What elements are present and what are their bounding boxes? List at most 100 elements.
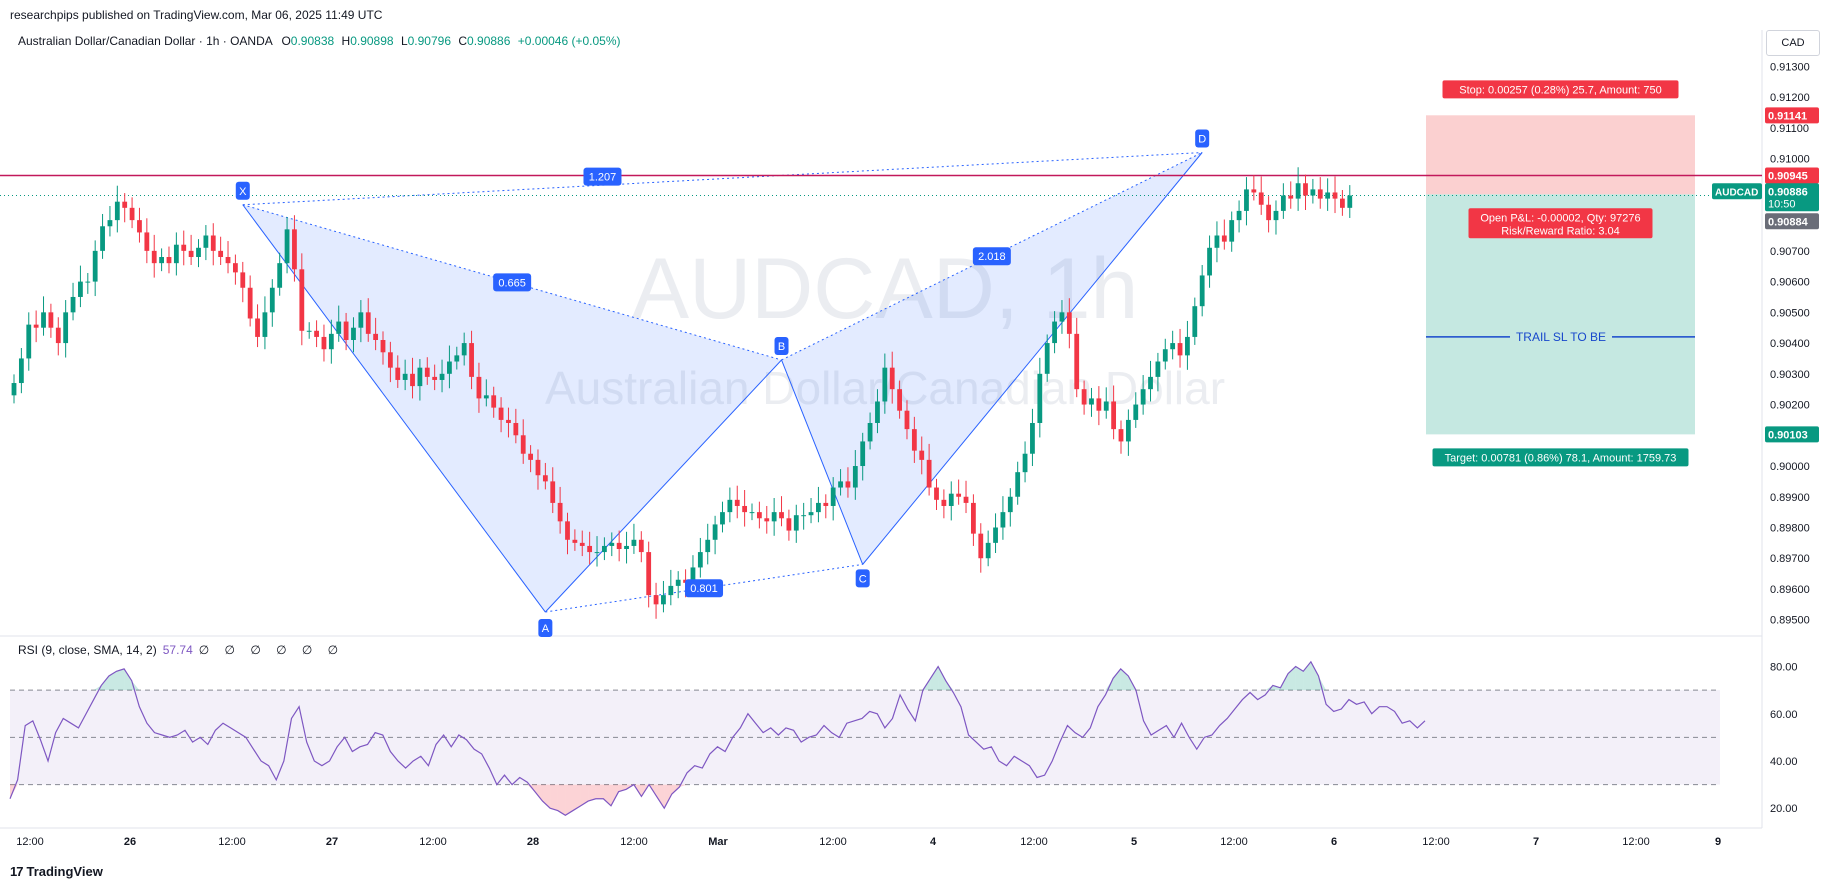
candle-body[interactable] bbox=[904, 410, 910, 430]
candle-body[interactable] bbox=[565, 521, 570, 540]
candle-body[interactable] bbox=[114, 201, 120, 221]
candle-body[interactable] bbox=[262, 312, 268, 337]
candle-body[interactable] bbox=[85, 281, 91, 283]
candle-body[interactable] bbox=[971, 502, 976, 534]
candle-body[interactable] bbox=[602, 545, 607, 553]
candle-body[interactable] bbox=[151, 250, 157, 264]
candle-body[interactable] bbox=[705, 539, 711, 553]
candle-body[interactable] bbox=[1317, 189, 1323, 199]
last-price-tag[interactable] bbox=[1765, 183, 1819, 212]
candle-body[interactable] bbox=[1295, 183, 1301, 199]
candle-body[interactable] bbox=[166, 257, 172, 264]
candle-body[interactable] bbox=[343, 321, 349, 340]
candle-body[interactable] bbox=[314, 330, 319, 337]
ratio-badge[interactable] bbox=[972, 247, 1011, 266]
candle-body[interactable] bbox=[1118, 429, 1124, 442]
rsi-axis[interactable]: 80.00 60.00 40.00 20.00 bbox=[1770, 662, 1798, 816]
candle-body[interactable] bbox=[882, 367, 888, 402]
candle-body[interactable] bbox=[808, 512, 814, 516]
candle-body[interactable] bbox=[1059, 312, 1065, 322]
candle-body[interactable] bbox=[838, 481, 843, 488]
candle-body[interactable] bbox=[661, 595, 666, 605]
candle-body[interactable] bbox=[535, 459, 541, 476]
candle-body[interactable] bbox=[1303, 183, 1308, 196]
candle-body[interactable] bbox=[11, 383, 17, 396]
candle-body[interactable] bbox=[365, 312, 371, 334]
candle-body[interactable] bbox=[911, 429, 917, 451]
pattern-point-marker[interactable] bbox=[235, 181, 250, 200]
candle-body[interactable] bbox=[1325, 192, 1331, 199]
candle-body[interactable] bbox=[424, 367, 430, 377]
candle-body[interactable] bbox=[1340, 198, 1345, 208]
candle-body[interactable] bbox=[218, 250, 224, 258]
candle-body[interactable] bbox=[1170, 343, 1176, 350]
target-info-box[interactable] bbox=[1432, 448, 1689, 467]
candle-body[interactable] bbox=[410, 373, 415, 387]
candle-body[interactable] bbox=[934, 487, 939, 500]
candle-body[interactable] bbox=[579, 542, 585, 546]
candle-body[interactable] bbox=[439, 373, 445, 380]
candle-body[interactable] bbox=[993, 527, 998, 543]
candle-body[interactable] bbox=[1199, 275, 1205, 307]
candle-body[interactable] bbox=[941, 499, 947, 506]
candle-body[interactable] bbox=[1177, 343, 1183, 356]
candle-body[interactable] bbox=[646, 552, 652, 596]
candle-body[interactable] bbox=[210, 235, 216, 251]
candle-body[interactable] bbox=[978, 533, 984, 559]
candle-body[interactable] bbox=[1185, 336, 1190, 356]
candle-body[interactable] bbox=[520, 435, 526, 454]
candle-body[interactable] bbox=[1214, 235, 1220, 248]
candle-body[interactable] bbox=[306, 330, 312, 332]
candle-body[interactable] bbox=[830, 487, 836, 506]
candle-body[interactable] bbox=[277, 263, 283, 288]
candle-body[interactable] bbox=[173, 244, 179, 264]
candle-body[interactable] bbox=[793, 515, 799, 531]
candle-body[interactable] bbox=[402, 373, 408, 380]
candle-body[interactable] bbox=[1258, 192, 1264, 205]
candle-body[interactable] bbox=[1066, 312, 1072, 334]
candle-body[interactable] bbox=[181, 244, 187, 251]
candle-body[interactable] bbox=[196, 247, 201, 258]
ratio-badge[interactable] bbox=[583, 167, 622, 186]
candle-body[interactable] bbox=[284, 229, 290, 264]
candle-body[interactable] bbox=[1155, 361, 1161, 377]
candle-body[interactable] bbox=[1244, 189, 1249, 211]
candle-body[interactable] bbox=[137, 220, 142, 233]
candle-body[interactable] bbox=[454, 355, 460, 362]
candle-body[interactable] bbox=[1052, 321, 1057, 344]
candle-body[interactable] bbox=[1125, 419, 1131, 442]
candle-body[interactable] bbox=[572, 539, 578, 543]
candle-body[interactable] bbox=[919, 450, 925, 460]
candle-body[interactable] bbox=[498, 407, 504, 420]
xab-triangle[interactable] bbox=[242, 204, 782, 613]
candle-body[interactable] bbox=[292, 229, 297, 270]
ratio-badge[interactable] bbox=[685, 579, 724, 598]
candle-body[interactable] bbox=[336, 321, 342, 334]
candle-body[interactable] bbox=[1044, 343, 1050, 374]
candle-body[interactable] bbox=[373, 333, 379, 340]
bid-price-tag[interactable] bbox=[1765, 213, 1819, 230]
candle-body[interactable] bbox=[587, 545, 593, 553]
candle-body[interactable] bbox=[985, 542, 991, 559]
candle-body[interactable] bbox=[380, 340, 386, 353]
candle-body[interactable] bbox=[26, 324, 32, 359]
candle-body[interactable] bbox=[1280, 195, 1286, 211]
candle-body[interactable] bbox=[233, 263, 238, 273]
candle-body[interactable] bbox=[948, 493, 954, 506]
candle-body[interactable] bbox=[889, 367, 895, 390]
candle-body[interactable] bbox=[638, 539, 644, 553]
candle-body[interactable] bbox=[78, 281, 83, 297]
pattern-leg[interactable] bbox=[862, 152, 1203, 565]
candle-body[interactable] bbox=[860, 441, 866, 467]
symbol-title[interactable]: Australian Dollar/Canadian Dollar · 1h ·… bbox=[18, 34, 273, 48]
candle-body[interactable] bbox=[18, 358, 24, 384]
candle-body[interactable] bbox=[867, 422, 873, 442]
candle-body[interactable] bbox=[528, 453, 533, 460]
price-axis[interactable]: 0.913000.912000.911000.910000.909000.908… bbox=[1770, 61, 1810, 626]
candles[interactable] bbox=[11, 167, 1353, 619]
candle-body[interactable] bbox=[476, 376, 482, 399]
candle-body[interactable] bbox=[513, 422, 519, 436]
candle-body[interactable] bbox=[1140, 389, 1146, 405]
candle-body[interactable] bbox=[328, 333, 334, 350]
candle-body[interactable] bbox=[55, 327, 61, 344]
